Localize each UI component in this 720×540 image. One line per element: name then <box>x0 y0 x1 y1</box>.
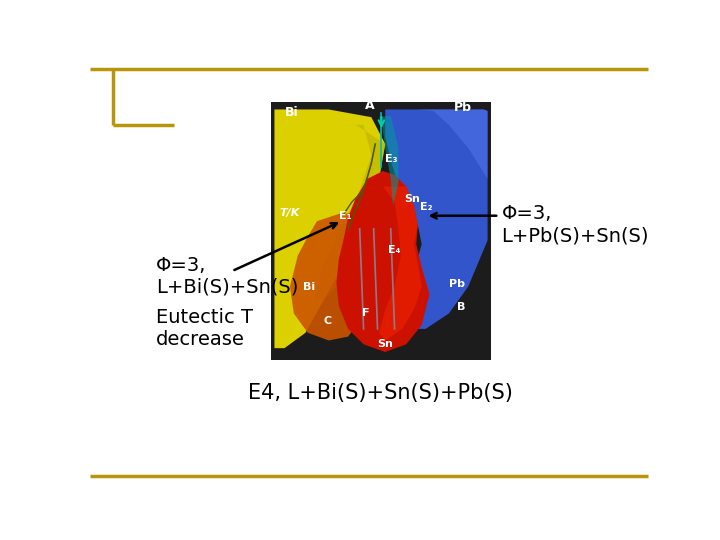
Text: Bi: Bi <box>303 282 315 293</box>
Text: Φ=3,
L+Bi(S)+Sn(S): Φ=3, L+Bi(S)+Sn(S) <box>156 256 298 297</box>
Polygon shape <box>274 110 385 348</box>
Text: F: F <box>362 308 369 318</box>
Text: Bi: Bi <box>284 106 298 119</box>
Text: B: B <box>456 302 465 312</box>
Text: Eutectic T
decrease: Eutectic T decrease <box>156 308 253 349</box>
Polygon shape <box>418 110 487 179</box>
Text: E₄: E₄ <box>388 245 401 255</box>
Polygon shape <box>290 213 372 340</box>
Text: E4, L+Bi(S)+Sn(S)+Pb(S): E4, L+Bi(S)+Sn(S)+Pb(S) <box>248 383 513 403</box>
Polygon shape <box>336 171 429 352</box>
Text: E₁: E₁ <box>339 211 351 221</box>
Polygon shape <box>313 125 385 302</box>
Text: A: A <box>365 99 374 112</box>
Bar <box>271 102 492 360</box>
Text: E₃: E₃ <box>385 154 397 164</box>
Polygon shape <box>379 116 398 206</box>
Text: T/K: T/K <box>280 208 300 218</box>
Text: Sn: Sn <box>377 339 393 349</box>
Text: E₂: E₂ <box>420 201 433 212</box>
Text: Φ=3,
L+Pb(S)+Sn(S): Φ=3, L+Pb(S)+Sn(S) <box>502 204 649 245</box>
Polygon shape <box>385 110 487 329</box>
Text: Sn: Sn <box>404 194 420 204</box>
Text: Pb: Pb <box>449 279 465 288</box>
Polygon shape <box>379 186 422 340</box>
Text: C: C <box>323 315 331 326</box>
Text: Pb: Pb <box>454 101 472 114</box>
